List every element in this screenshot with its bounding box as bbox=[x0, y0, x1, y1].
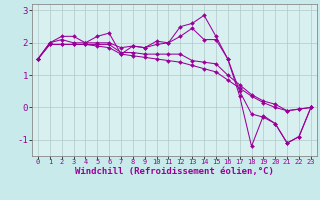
X-axis label: Windchill (Refroidissement éolien,°C): Windchill (Refroidissement éolien,°C) bbox=[75, 167, 274, 176]
